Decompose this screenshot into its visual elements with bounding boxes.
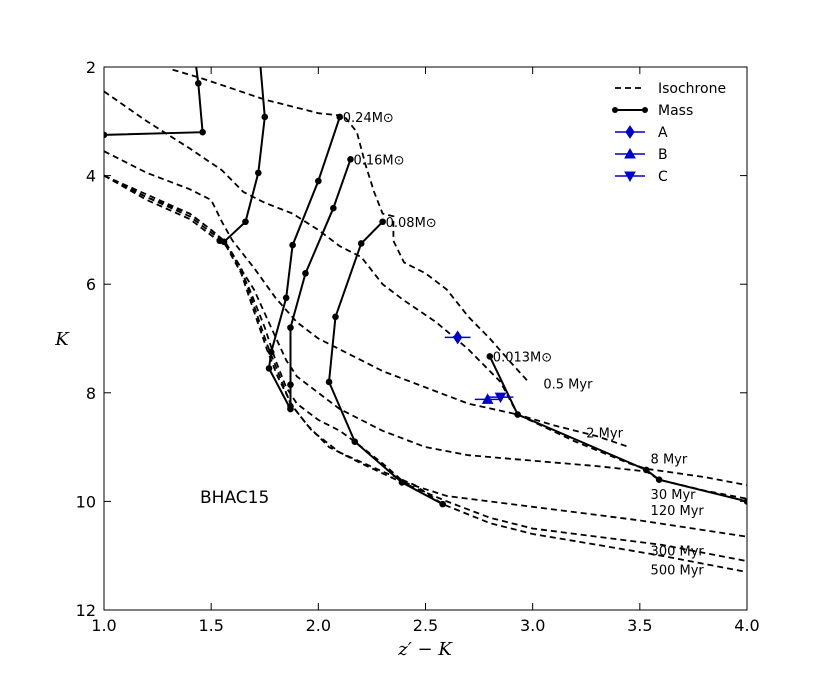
mass-point	[287, 381, 294, 388]
mass-point	[199, 128, 206, 136]
model-annotation: BHAC15	[200, 488, 269, 508]
y-tick-label: 8	[86, 384, 96, 403]
legend-entry-a: A	[615, 125, 668, 141]
object-a-marker	[453, 330, 463, 345]
mass-point	[104, 131, 108, 139]
mass-point	[195, 79, 202, 87]
mass-point	[332, 313, 339, 321]
isochrone-label-500-myr: 500 Myr	[651, 564, 705, 579]
isochrone-500-myr	[104, 174, 747, 573]
legend-swatch-c-marker	[624, 171, 636, 183]
isochrone-label-8-myr: 8 Myr	[651, 452, 688, 467]
mass-point	[486, 353, 494, 360]
mass-label-6: 0.013M⊙	[493, 350, 552, 365]
x-tick-label: 1.5	[198, 616, 223, 635]
axis-layer: 1.0 1.5 2.0 2.5 3.0 3.5 4.0 2 4 6 8 10 12	[76, 58, 760, 635]
mass-point	[379, 218, 386, 226]
legend-swatch-dot	[642, 107, 648, 113]
legend-label-c: C	[658, 169, 668, 185]
mass-point	[357, 240, 365, 247]
isochrone-8-myr	[104, 150, 747, 486]
x-tick-label: 1.0	[91, 616, 116, 635]
legend-entry-isochrone: Isochrone	[615, 81, 726, 97]
isochrone-label-0-5-myr: 0.5 Myr	[543, 377, 593, 392]
legend-swatch-a-marker	[625, 125, 635, 139]
x-tick-label: 2.5	[413, 616, 438, 635]
mass-point	[398, 479, 406, 486]
legend-label-a: A	[658, 125, 668, 141]
mass-track-layer	[104, 67, 747, 508]
x-axis-label: z′ − K	[397, 639, 453, 660]
legend-label-mass: Mass	[658, 103, 693, 119]
x-tick-label: 3.5	[627, 616, 652, 635]
legend-label-isochrone: Isochrone	[658, 81, 726, 97]
legend-entry-b: B	[615, 147, 668, 163]
mass-track-4	[289, 158, 352, 407]
mass-point	[287, 403, 294, 410]
mass-point	[261, 113, 269, 121]
y-axis-label: K	[54, 329, 70, 350]
mass-point	[255, 169, 262, 177]
mass-point	[347, 156, 354, 163]
x-tick-label: 3.0	[520, 616, 545, 635]
isochrone-label-120-myr: 120 Myr	[651, 504, 705, 519]
legend: Isochrone Mass ABC	[612, 81, 726, 185]
legend-swatch-dot	[612, 107, 618, 113]
mass-label-4: 0.16M⊙	[353, 153, 404, 168]
isochrone-label-30-myr: 30 Myr	[651, 488, 697, 503]
object-c-marker	[494, 392, 507, 404]
mass-point	[302, 270, 309, 277]
isochrone-300-myr	[104, 174, 747, 562]
mass-point	[330, 204, 337, 212]
legend-label-b: B	[658, 147, 668, 163]
legend-entry-c: C	[615, 169, 668, 185]
mass-point	[265, 365, 273, 372]
isochrone-label-300-myr: 300 Myr	[651, 545, 705, 560]
mass-point	[216, 237, 224, 245]
mass-point	[336, 113, 344, 121]
mass-point	[287, 324, 294, 331]
mass-label-3: 0.24M⊙	[343, 111, 394, 126]
mass-point	[655, 476, 663, 483]
isochrone-120-myr	[104, 174, 747, 538]
x-tick-label: 4.0	[734, 616, 759, 635]
y-tick-label: 4	[86, 167, 96, 186]
mass-point	[315, 177, 322, 185]
isochrone-0-5-myr	[172, 68, 530, 383]
object-layer	[444, 330, 514, 404]
legend-swatch-b-marker	[624, 147, 636, 159]
mass-point	[351, 438, 359, 445]
plot-area	[104, 67, 747, 610]
mass-point	[267, 348, 275, 356]
isochrone-label-2-myr: 2 Myr	[586, 426, 623, 441]
mass-point	[242, 218, 249, 226]
x-tick-label: 2.0	[306, 616, 331, 635]
y-tick-label: 12	[76, 601, 96, 620]
mass-point	[325, 378, 333, 386]
mass-point	[642, 466, 650, 474]
y-tick-label: 2	[86, 58, 96, 77]
y-tick-label: 6	[86, 275, 96, 294]
isochrone-30-myr	[104, 174, 747, 500]
mass-label-5: 0.08M⊙	[386, 216, 437, 231]
y-tick-label: 10	[76, 492, 96, 511]
mass-point	[289, 241, 296, 249]
mass-track-1	[104, 67, 204, 136]
mass-point	[282, 294, 290, 302]
isochrone-layer	[104, 68, 747, 573]
mass-point	[439, 500, 446, 508]
object-b-marker	[481, 393, 494, 404]
mass-point	[514, 411, 521, 418]
legend-entry-mass: Mass	[612, 103, 693, 119]
